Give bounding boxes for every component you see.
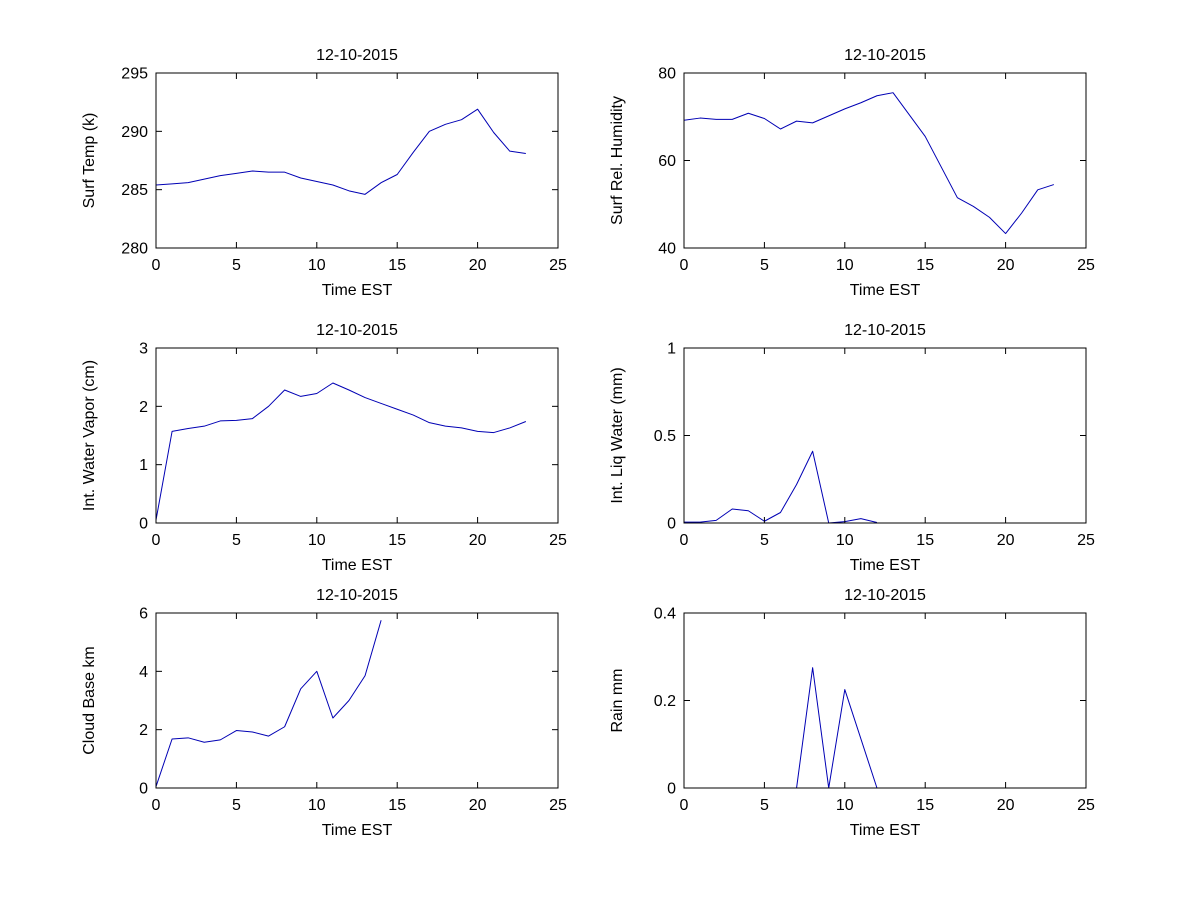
x-tick-label: 5 xyxy=(232,532,241,549)
subplot-title: 12-10-2015 xyxy=(316,322,398,339)
axes-box xyxy=(683,72,1087,249)
x-tick-label: 25 xyxy=(1077,797,1095,814)
x-tick-label: 20 xyxy=(997,797,1015,814)
y-axis-label: Int. Liq Water (mm) xyxy=(609,367,626,503)
x-tick-label: 10 xyxy=(836,797,854,814)
y-tick-label: 0 xyxy=(667,781,676,798)
x-tick-label: 10 xyxy=(308,532,326,549)
x-tick-label: 15 xyxy=(916,797,934,814)
data-line xyxy=(155,108,526,195)
y-axis-label: Cloud Base km xyxy=(81,646,98,755)
y-axis-label: Rain mm xyxy=(609,668,626,732)
y-tick-label: 0 xyxy=(139,781,148,798)
subplot-rain-mm: 0 5 10 15 20 25 0 0.2 0.4 12-10-2015 Time EST Rain … xyxy=(609,587,1095,839)
axes-box xyxy=(155,72,559,249)
subplot-title: 12-10-2015 xyxy=(844,47,926,64)
y-axis-label: Surf Rel. Humidity xyxy=(609,96,626,225)
x-tick-label: 25 xyxy=(549,257,567,274)
x-tick-label: 25 xyxy=(1077,257,1095,274)
x-tick-label: 0 xyxy=(680,257,689,274)
y-tick-label: 295 xyxy=(121,66,148,83)
x-axis-label: Time EST xyxy=(322,557,393,574)
x-tick-label: 15 xyxy=(388,532,406,549)
data-line xyxy=(684,450,878,524)
y-tick-label: 0 xyxy=(667,516,676,533)
y-axis-label: Surf Temp (k) xyxy=(81,113,98,209)
y-tick-label: 0.4 xyxy=(654,606,676,623)
x-tick-label: 10 xyxy=(836,532,854,549)
x-tick-label: 25 xyxy=(1077,532,1095,549)
x-tick-label: 15 xyxy=(388,257,406,274)
x-tick-label: 10 xyxy=(308,257,326,274)
x-tick-label: 20 xyxy=(997,257,1015,274)
y-tick-label: 290 xyxy=(121,124,148,141)
y-tick-label: 4 xyxy=(139,664,148,681)
x-axis-label: Time EST xyxy=(322,282,393,299)
data-line xyxy=(796,667,878,789)
data-line xyxy=(683,92,1054,235)
subplot-title: 12-10-2015 xyxy=(844,587,926,604)
y-tick-label: 60 xyxy=(658,153,676,170)
y-tick-label: 0 xyxy=(139,516,148,533)
axes-box xyxy=(683,612,1087,789)
axes-box xyxy=(155,347,559,524)
y-axis-label: Int. Water Vapor (cm) xyxy=(81,360,98,511)
x-tick-label: 0 xyxy=(680,532,689,549)
x-tick-label: 0 xyxy=(152,532,161,549)
subplot-title: 12-10-2015 xyxy=(316,47,398,64)
subplot-surf-rel-humidity: 0 5 10 15 20 25 40 60 80 12-10-2015 Time EST Surf R… xyxy=(609,47,1095,299)
y-tick-label: 2 xyxy=(139,722,148,739)
x-tick-label: 0 xyxy=(152,797,161,814)
x-tick-label: 10 xyxy=(308,797,326,814)
y-tick-label: 1 xyxy=(139,457,148,474)
y-tick-label: 80 xyxy=(658,66,676,83)
x-tick-label: 15 xyxy=(388,797,406,814)
x-axis-label: Time EST xyxy=(850,822,921,839)
x-tick-label: 5 xyxy=(760,532,769,549)
y-tick-label: 40 xyxy=(658,241,676,258)
y-tick-label: 0.2 xyxy=(654,693,676,710)
y-tick-label: 6 xyxy=(139,606,148,623)
x-tick-label: 20 xyxy=(997,532,1015,549)
subplot-int-water-vapor-cm: 0 5 10 15 20 25 0 1 2 3 12-10-2015 Time EST Int. Wat… xyxy=(81,322,567,574)
x-tick-label: 5 xyxy=(232,797,241,814)
x-tick-label: 20 xyxy=(469,797,487,814)
subplot-surf-temp-k: 0 5 10 15 20 25 280 285 290 295 12-10-2015 Time EST… xyxy=(81,47,567,299)
y-tick-label: 2 xyxy=(139,399,148,416)
data-line xyxy=(155,620,382,787)
x-tick-label: 20 xyxy=(469,257,487,274)
x-tick-label: 20 xyxy=(469,532,487,549)
axes-box xyxy=(155,612,559,789)
subplot-cloud-base-km: 0 5 10 15 20 25 0 2 4 6 12-10-2015 Time EST Cloud Ba… xyxy=(81,587,567,839)
subplot-int-liq-water-mm: 0 5 10 15 20 25 0 0.5 1 12-10-2015 Time EST Int. Li… xyxy=(609,322,1095,574)
x-axis-label: Time EST xyxy=(322,822,393,839)
y-tick-label: 0.5 xyxy=(654,428,676,445)
x-tick-label: 5 xyxy=(760,797,769,814)
x-tick-label: 5 xyxy=(232,257,241,274)
y-tick-label: 285 xyxy=(121,182,148,199)
subplot-title: 12-10-2015 xyxy=(316,587,398,604)
y-tick-label: 3 xyxy=(139,341,148,358)
x-tick-label: 0 xyxy=(152,257,161,274)
x-axis-label: Time EST xyxy=(850,282,921,299)
x-tick-label: 10 xyxy=(836,257,854,274)
y-tick-label: 280 xyxy=(121,241,148,258)
data-line xyxy=(155,382,527,521)
x-tick-label: 0 xyxy=(680,797,689,814)
x-tick-label: 15 xyxy=(916,257,934,274)
y-tick-label: 1 xyxy=(667,341,676,358)
subplot-title: 12-10-2015 xyxy=(844,322,926,339)
x-axis-label: Time EST xyxy=(850,557,921,574)
x-tick-label: 15 xyxy=(916,532,934,549)
x-tick-label: 25 xyxy=(549,797,567,814)
axes-box xyxy=(683,347,1087,524)
x-tick-label: 5 xyxy=(760,257,769,274)
x-tick-label: 25 xyxy=(549,532,567,549)
